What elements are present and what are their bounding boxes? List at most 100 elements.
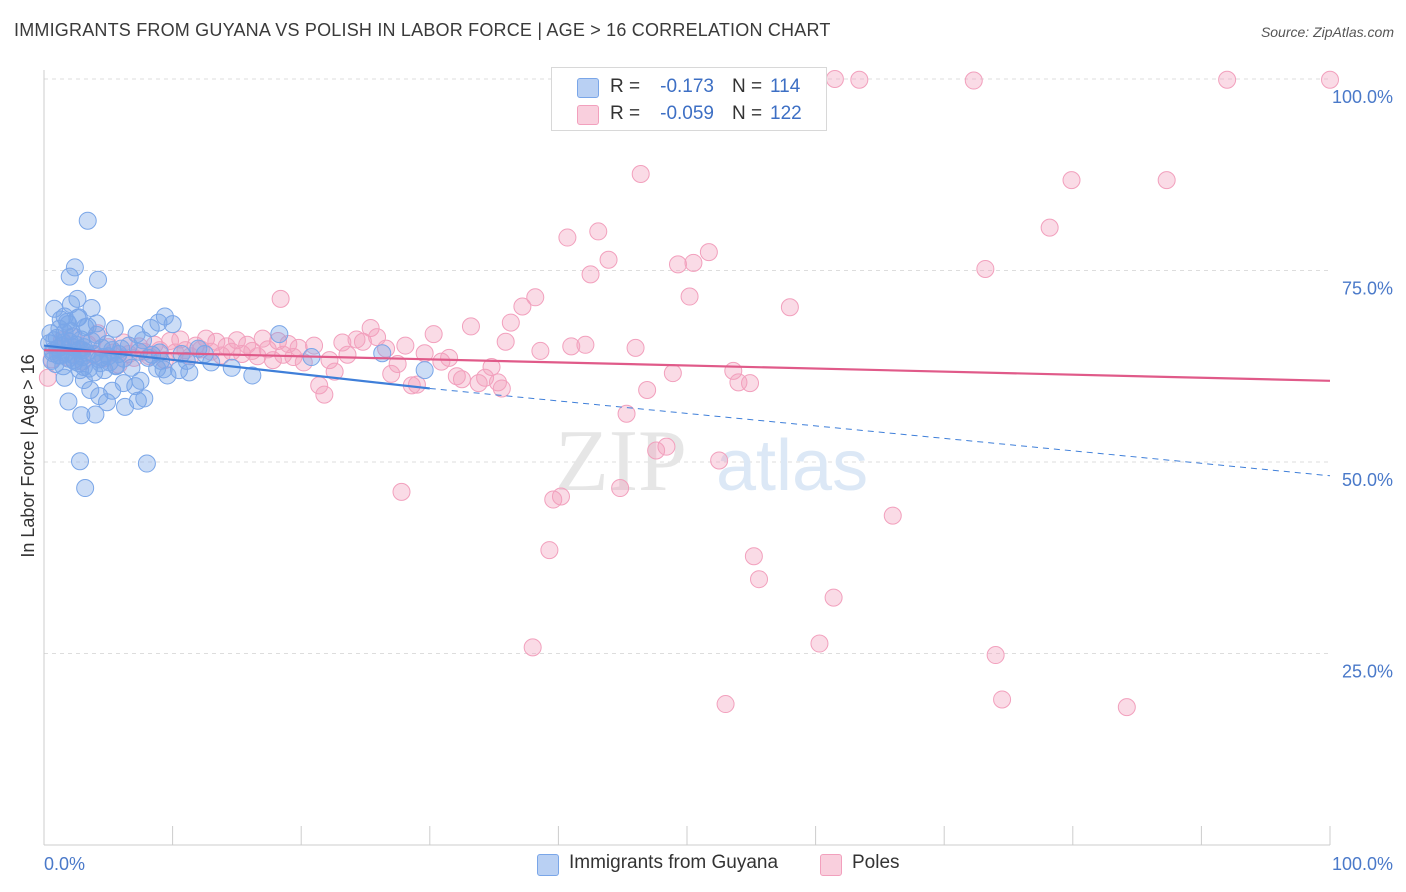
poles-point [631, 164, 650, 183]
poles-point [581, 265, 600, 284]
guyana-point [89, 270, 108, 289]
guyana-point [270, 325, 289, 344]
y-tick-label: 100.0% [1332, 87, 1393, 107]
poles-point [964, 71, 983, 90]
poles-point [976, 259, 995, 278]
guyana-point [415, 361, 434, 380]
poles-point [396, 336, 415, 355]
poles-point [825, 70, 844, 88]
poles-point [883, 506, 902, 525]
poles-point [382, 364, 401, 383]
guyana-point [72, 406, 91, 425]
guyana-point [45, 299, 64, 318]
poles-point [513, 297, 532, 316]
poles-point [407, 375, 426, 394]
poles-point [227, 331, 246, 350]
poles-point [741, 374, 760, 393]
guyana-point [135, 389, 154, 408]
poles-point [492, 379, 511, 398]
poles-point [207, 332, 226, 351]
tick-labels: 25.0% 50.0% 75.0% 100.0% [1332, 87, 1393, 682]
guyana-point [76, 479, 95, 498]
y-tick-label: 50.0% [1342, 470, 1393, 490]
poles-point [238, 335, 257, 354]
guyana-point [122, 358, 141, 377]
poles-point [424, 325, 443, 344]
y-axis-title: In Labor Force | Age > 16 [18, 354, 38, 557]
guyana-point [55, 368, 74, 387]
poles-point [810, 634, 829, 653]
poles-point [993, 690, 1012, 709]
guyana-point [85, 363, 104, 382]
legend-row-poles: R = -0.059 N = 122 [552, 101, 826, 127]
poles-points [38, 70, 1339, 717]
guyana-point [78, 211, 97, 230]
guyana-point [71, 452, 90, 471]
poles-point [531, 341, 550, 360]
guyana-point [86, 405, 105, 424]
legend-r-label: R = [610, 103, 641, 124]
poles-point [253, 329, 272, 348]
poles-point [750, 570, 769, 589]
poles-point [558, 228, 577, 247]
poles-point [744, 547, 763, 566]
guyana-point [60, 267, 79, 286]
poles-point [501, 313, 520, 332]
correlation-legend: R = -0.173 N = 114 R = -0.059 N = 122 [551, 67, 827, 131]
source-label: Source: ZipAtlas.com [1260, 24, 1394, 40]
poles-point [699, 243, 718, 262]
legend-swatch-guyana [537, 854, 559, 876]
guyana-point [131, 371, 150, 390]
poles-point [680, 287, 699, 306]
guyana-point [137, 454, 156, 473]
legend-r-value: -0.173 [660, 76, 714, 97]
poles-point [526, 288, 545, 307]
legend-row-guyana: R = -0.173 N = 114 [552, 74, 826, 100]
poles-trend-line [43, 349, 1331, 382]
poles-point [647, 441, 666, 460]
watermark-zip: ZIP [555, 413, 687, 510]
poles-point [617, 404, 636, 423]
watermark-atlas: atlas [716, 426, 868, 506]
guyana-point [44, 344, 63, 363]
chart-title: IMMIGRANTS FROM GUYANA VS POLISH IN LABO… [14, 20, 831, 40]
guyana-point [65, 258, 84, 277]
poles-point [611, 479, 630, 498]
poles-point [269, 331, 288, 350]
poles-point [626, 338, 645, 357]
poles-point [562, 337, 581, 356]
poles-point [353, 332, 372, 351]
poles-point [447, 367, 466, 386]
poles-point [523, 638, 542, 657]
guyana-point [180, 363, 199, 382]
x-tick-label-max: 100.0% [1332, 854, 1393, 874]
guyana-point [155, 307, 174, 326]
legend-label-guyana: Immigrants from Guyana [569, 852, 779, 873]
legend-label-poles: Poles [852, 852, 900, 873]
poles-point [171, 330, 190, 349]
poles-point [1040, 218, 1059, 237]
poles-point [392, 482, 411, 501]
poles-point [657, 437, 676, 456]
y-tick-label: 25.0% [1342, 662, 1393, 682]
guyana-point [69, 308, 88, 327]
poles-point [361, 318, 380, 337]
poles-point [440, 348, 459, 367]
guyana-point [163, 315, 182, 334]
legend-swatch-poles [577, 105, 599, 125]
guyana-point [59, 392, 78, 411]
guyana-point [59, 315, 78, 334]
guyana-point [74, 371, 93, 390]
guyana-point [98, 393, 117, 412]
legend-swatch-poles [820, 854, 842, 876]
guyana-point [152, 351, 171, 370]
watermark: ZIP atlas [555, 413, 868, 510]
poles-point [315, 385, 334, 404]
poles-point [780, 298, 799, 317]
poles-point [452, 370, 471, 389]
poles-point [589, 222, 608, 241]
poles-point [461, 317, 480, 336]
legend-r-value: -0.059 [660, 103, 714, 124]
guyana-points [40, 211, 434, 498]
